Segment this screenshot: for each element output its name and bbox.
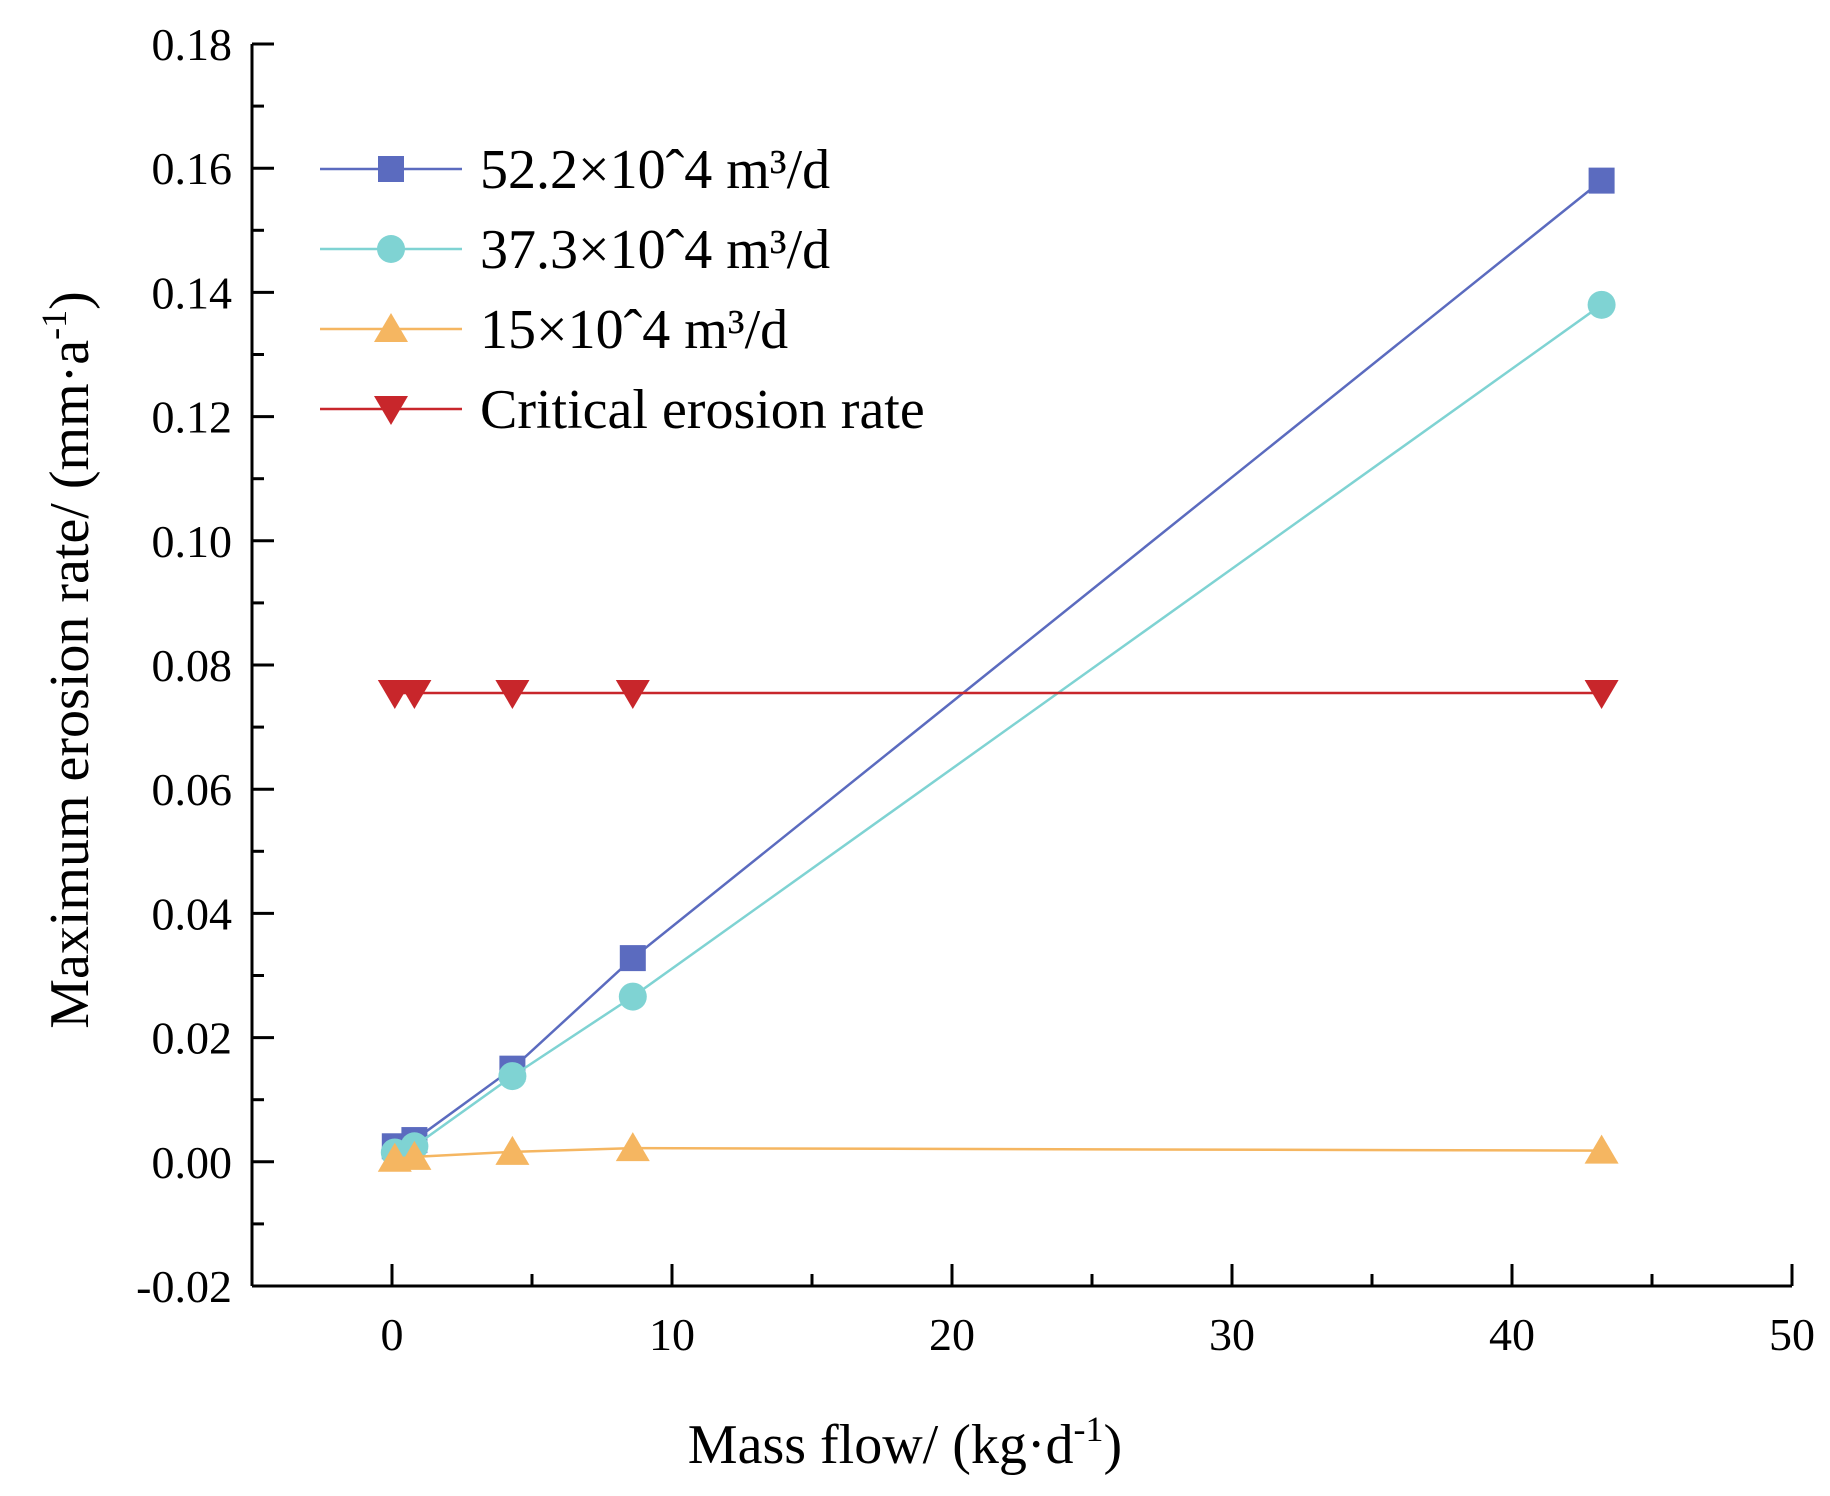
data-point bbox=[495, 1135, 530, 1165]
x-tick-label: 40 bbox=[1489, 1309, 1535, 1360]
x-tick-label: 0 bbox=[381, 1309, 404, 1360]
x-tick-label: 50 bbox=[1769, 1309, 1815, 1360]
legend-marker bbox=[377, 235, 405, 263]
data-point bbox=[495, 679, 530, 709]
y-axis-title: Maximum erosion rate/ (mm·a-1) bbox=[34, 291, 101, 1029]
data-point bbox=[1584, 679, 1619, 709]
series-line bbox=[394, 1146, 1602, 1160]
data-point bbox=[615, 1132, 650, 1162]
legend-label: 37.3×10ˆ4 m³/d bbox=[480, 219, 830, 281]
data-point bbox=[397, 679, 432, 709]
legend-item: 15×10ˆ4 m³/d bbox=[320, 299, 788, 361]
data-point bbox=[619, 945, 646, 972]
data-point bbox=[618, 982, 647, 1011]
data-point bbox=[498, 1062, 527, 1091]
y-tick-label: -0.02 bbox=[136, 1261, 232, 1312]
y-tick-label: 0.06 bbox=[152, 764, 233, 815]
legend-marker bbox=[378, 156, 404, 182]
data-series bbox=[377, 167, 1619, 1172]
legend: 52.2×10ˆ4 m³/d 37.3×10ˆ4 m³/d 15×10ˆ4 m³/d… bbox=[320, 139, 925, 441]
y-tick-label: 0.04 bbox=[152, 888, 233, 939]
series-4 bbox=[377, 679, 1619, 709]
data-point bbox=[615, 679, 650, 709]
legend-marker bbox=[374, 313, 408, 342]
x-tick-label: 30 bbox=[1209, 1309, 1255, 1360]
legend-label: 52.2×10ˆ4 m³/d bbox=[480, 139, 830, 201]
legend-label: 15×10ˆ4 m³/d bbox=[480, 299, 788, 361]
legend-label: Critical erosion rate bbox=[480, 379, 925, 441]
legend-item: 37.3×10ˆ4 m³/d bbox=[320, 219, 830, 281]
series-3 bbox=[377, 1132, 1619, 1172]
y-tick-label: 0.12 bbox=[152, 392, 233, 443]
y-tick-label: 0.18 bbox=[152, 19, 233, 70]
x-tick-label: 10 bbox=[649, 1309, 695, 1360]
y-tick-label: 0.08 bbox=[152, 640, 233, 691]
y-tick-label: 0.14 bbox=[152, 267, 233, 318]
data-point bbox=[1587, 290, 1616, 319]
y-tick-label: 0.16 bbox=[152, 143, 233, 194]
y-tick-label: 0.10 bbox=[152, 516, 233, 567]
data-point bbox=[397, 1140, 432, 1170]
x-tick-label: 20 bbox=[929, 1309, 975, 1360]
data-point bbox=[1588, 167, 1615, 194]
x-axis-title: Mass flow/ (kg·d-1) bbox=[688, 1409, 1122, 1476]
legend-item: 52.2×10ˆ4 m³/d bbox=[320, 139, 830, 201]
data-point bbox=[1584, 1134, 1619, 1164]
legend-marker bbox=[374, 396, 408, 425]
y-tick-label: 0.00 bbox=[152, 1137, 233, 1188]
legend-item: Critical erosion rate bbox=[320, 379, 925, 441]
axes: -0.02 0.00 0.02 0.04 0.06 0.08 0.10 0.12 0.14 0.1… bbox=[136, 19, 1815, 1360]
y-tick-label: 0.02 bbox=[152, 1013, 233, 1064]
